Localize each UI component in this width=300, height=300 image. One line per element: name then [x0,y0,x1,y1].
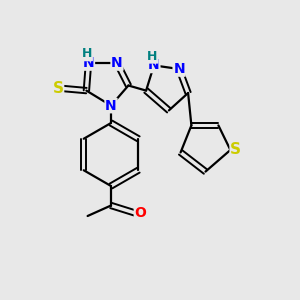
Text: S: S [52,81,63,96]
Text: S: S [230,142,241,158]
Text: O: O [134,206,146,220]
Text: N: N [83,56,94,70]
Text: N: N [148,58,160,72]
Text: H: H [82,47,92,61]
Text: N: N [173,62,185,76]
Text: H: H [147,50,158,63]
Text: N: N [111,56,123,70]
Text: N: N [105,99,117,112]
